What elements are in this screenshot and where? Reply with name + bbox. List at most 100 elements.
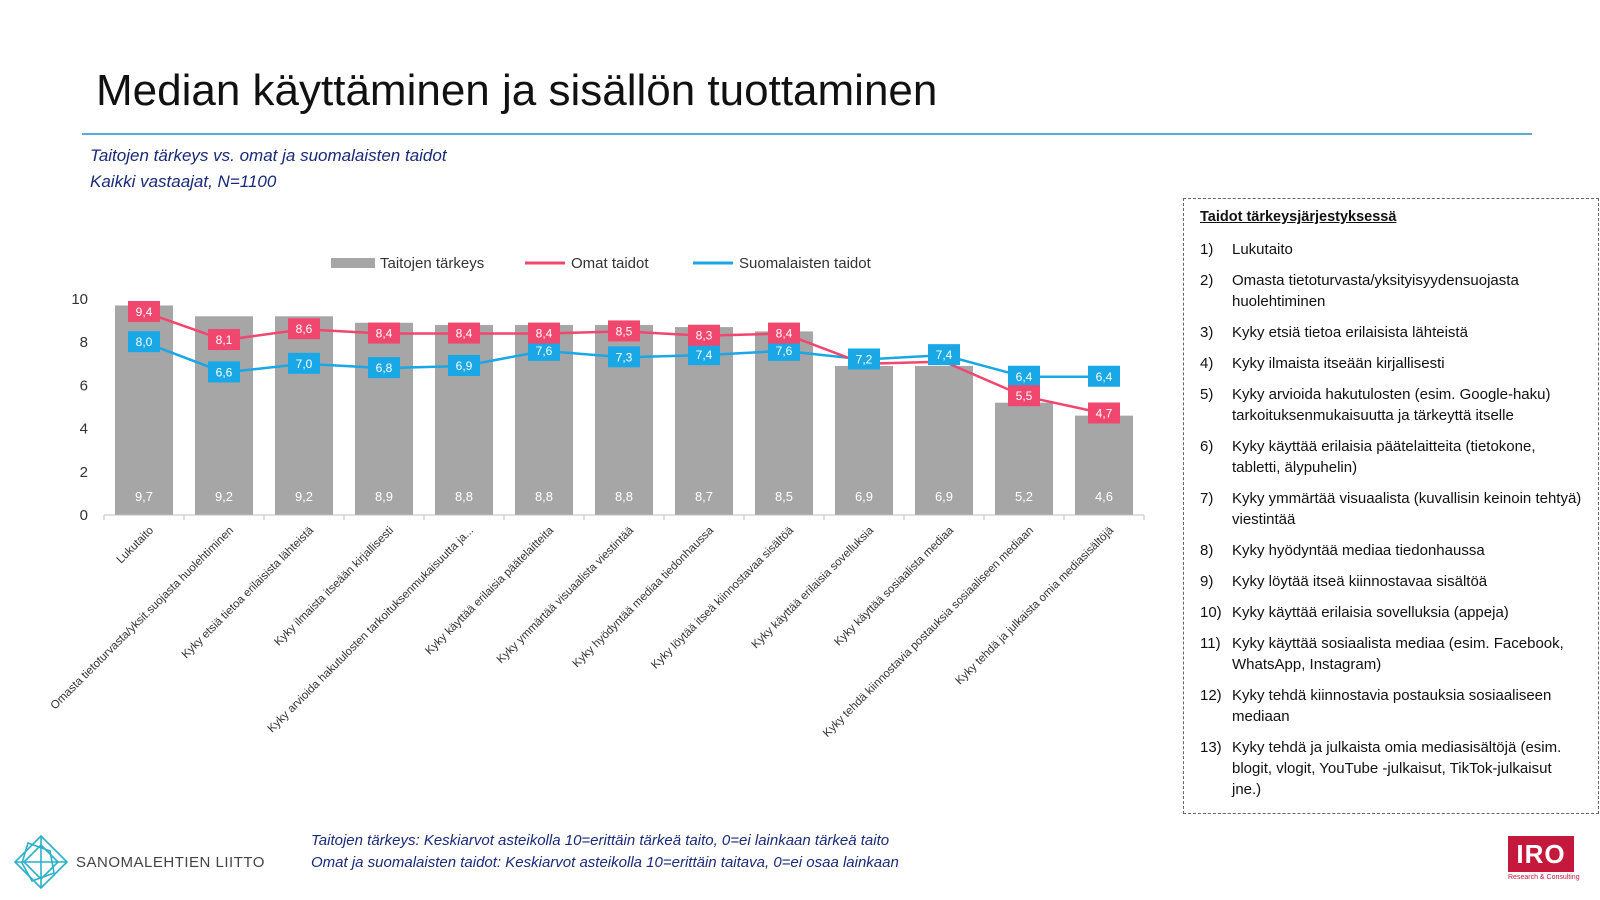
importance-list-text: Kyky ymmärtää visuaalista (kuvallisin ke… <box>1232 490 1582 528</box>
importance-list-item: 10) Kyky käyttää erilaisia sovelluksia (a… <box>1200 602 1584 623</box>
legend-label-own-skills: Omat taidot <box>571 255 649 272</box>
bar-value-label: 8,8 <box>455 489 473 504</box>
sample-note: Kaikki vastaajat, N=1100 <box>90 172 277 191</box>
importance-list-text: Omasta tietoturvasta/yksityisyydensuojas… <box>1232 272 1519 310</box>
bar-importance <box>835 365 893 515</box>
finnish-skills-value-label: 7,4 <box>936 348 953 362</box>
bar-value-label: 9,2 <box>295 489 313 504</box>
x-category-label: Kyky etsiä tietoa erilaisista lähteistä <box>180 524 317 661</box>
importance-list-panel: Taidot tärkeysjärjestyksessä 1) Lukutaito… <box>1183 198 1599 814</box>
finnish-skills-marker <box>368 357 400 379</box>
importance-list-item: 3) Kyky etsiä tietoa erilaisista lähteist… <box>1200 322 1584 343</box>
own-skills-value-label: 8,4 <box>376 327 393 341</box>
importance-list-number: 5) <box>1200 386 1214 403</box>
bar-importance <box>915 365 973 515</box>
finnish-skills-value-label: 6,4 <box>1096 370 1113 384</box>
finnish-skills-value-label: 7,4 <box>696 348 713 362</box>
importance-list-item: 5) Kyky arvioida hakutulosten (esim. Goog… <box>1200 384 1584 426</box>
x-category-label: Lukutaito <box>115 525 156 566</box>
importance-list-text: Kyky käyttää erilaisia päätelaitteita (t… <box>1232 438 1536 476</box>
own-skills-marker <box>448 322 480 344</box>
y-tick-label: 4 <box>80 421 88 438</box>
bar-importance <box>995 402 1053 515</box>
importance-list-number: 10) <box>1200 604 1222 621</box>
bar-value-label: 6,9 <box>935 489 953 504</box>
importance-list-number: 12) <box>1200 687 1222 704</box>
sanomalehtien-liitto-logo: SANOMALEHTIEN LIITTO <box>12 833 265 891</box>
bar-value-label: 9,2 <box>215 489 233 504</box>
bar-value-label: 8,7 <box>695 489 713 504</box>
own-skills-value-label: 8,4 <box>536 327 553 341</box>
iro-logo-sub: Research & Consulting <box>1508 874 1580 881</box>
importance-list-text: Kyky etsiä tietoa erilaisista lähteistä <box>1232 324 1468 341</box>
x-category-label: Kyky tehdä ja julkaista omia mediasisält… <box>954 524 1117 687</box>
importance-list-number: 9) <box>1200 573 1214 590</box>
own-skills-marker <box>368 322 400 344</box>
importance-list-number: 7) <box>1200 490 1214 507</box>
title-divider <box>82 133 1532 135</box>
finnish-skills-value-label: 7,6 <box>776 344 793 358</box>
importance-list-item: 4) Kyky ilmaista itseään kirjallisesti <box>1200 353 1584 374</box>
importance-list-text: Lukutaito <box>1232 241 1293 258</box>
finnish-skills-marker <box>1088 365 1120 387</box>
finnish-skills-marker <box>528 339 560 361</box>
finnish-skills-marker <box>688 344 720 366</box>
legend-label-finnish-skills: Suomalaisten taidot <box>739 255 872 272</box>
own-skills-marker <box>608 320 640 342</box>
bar-value-label: 9,7 <box>135 489 153 504</box>
y-tick-label: 8 <box>80 334 88 351</box>
own-skills-marker <box>288 318 320 340</box>
own-skills-value-label: 8,3 <box>696 329 713 343</box>
own-skills-marker <box>528 322 560 344</box>
own-skills-value-label: 5,5 <box>1016 389 1033 403</box>
bar-value-label: 8,8 <box>615 489 633 504</box>
importance-list-number: 4) <box>1200 355 1214 372</box>
importance-list: 1) Lukutaito 2) Omasta tietoturvasta/yksity… <box>1200 239 1584 800</box>
combo-chart: 0 2 4 6 8 10 9,7 9,2 9,2 8,9 8,8 8,8 8,8 8,7 8,5 6,9 6,9… <box>49 255 1145 740</box>
finnish-skills-value-label: 6,6 <box>216 365 233 379</box>
importance-list-number: 6) <box>1200 438 1214 455</box>
finnish-skills-value-label: 7,0 <box>296 357 313 371</box>
x-category-label: Omasta tietoturvasta/yksit.suojasta huol… <box>49 525 236 712</box>
finnish-skills-marker <box>448 354 480 376</box>
finnish-skills-marker <box>768 339 800 361</box>
finnish-skills-value-label: 7,6 <box>536 344 553 358</box>
importance-list-text: Kyky löytää itseä kiinnostavaa sisältöä <box>1232 573 1488 590</box>
importance-list-text: Kyky hyödyntää mediaa tiedonhaussa <box>1232 542 1485 559</box>
chart-subtitle: Taitojen tärkeys vs. omat ja suomalaiste… <box>90 146 447 165</box>
legend-label-importance: Taitojen tärkeys <box>380 255 484 272</box>
bar-value-label: 6,9 <box>855 489 873 504</box>
finnish-skills-value-label: 7,2 <box>856 352 873 366</box>
own-skills-value-label: 4,7 <box>1096 406 1113 420</box>
bar-value-label: 8,9 <box>375 489 393 504</box>
x-category-label: Kyky käyttää erilaisia päätelaitteita <box>423 524 556 657</box>
finnish-skills-value-label: 6,9 <box>456 359 473 373</box>
bar-importance <box>1075 415 1133 515</box>
finnish-skills-marker <box>208 361 240 383</box>
importance-list-heading: Taidot tärkeysjärjestyksessä <box>1200 209 1397 225</box>
importance-list-item: 9) Kyky löytää itseä kiinnostavaa sisältö… <box>1200 571 1584 592</box>
footnote-skills: Omat ja suomalaisten taidot: Keskiarvot … <box>311 854 899 871</box>
bar-importance <box>275 316 333 515</box>
importance-list-item: 12) Kyky tehdä kiinnostavia postauksia so… <box>1200 685 1584 727</box>
bar-importance <box>355 322 413 515</box>
finnish-skills-marker <box>848 348 880 370</box>
finnish-skills-value-label: 8,0 <box>136 335 153 349</box>
importance-list-item: 11) Kyky käyttää sosiaalista mediaa (esim… <box>1200 633 1584 675</box>
iro-logo-box: IRO <box>1508 836 1574 872</box>
importance-list-text: Kyky arvioida hakutulosten (esim. Google… <box>1232 386 1551 424</box>
finnish-skills-marker <box>128 331 160 353</box>
bar-importance <box>755 331 813 515</box>
importance-list-text: Kyky käyttää sosiaalista mediaa (esim. F… <box>1232 635 1564 673</box>
importance-list-item: 1) Lukutaito <box>1200 239 1584 260</box>
own-skills-value-label: 8,5 <box>616 324 633 338</box>
importance-list-number: 3) <box>1200 324 1214 341</box>
importance-list-text: Kyky käyttää erilaisia sovelluksia (appe… <box>1232 604 1509 621</box>
finnish-skills-value-label: 7,3 <box>616 350 633 364</box>
importance-list-text: Kyky tehdä kiinnostavia postauksia sosia… <box>1232 687 1552 725</box>
own-skills-value-label: 9,4 <box>136 305 153 319</box>
importance-list-item: 7) Kyky ymmärtää visuaalista (kuvallisin … <box>1200 488 1584 530</box>
own-skills-marker <box>128 300 160 322</box>
finnish-skills-value-label: 6,8 <box>376 361 393 375</box>
importance-list-item: 13) Kyky tehdä ja julkaista omia mediasis… <box>1200 737 1584 800</box>
